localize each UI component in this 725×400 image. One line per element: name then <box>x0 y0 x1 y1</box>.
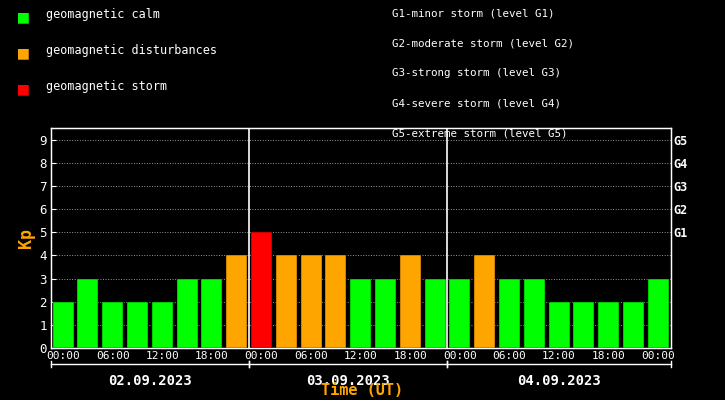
Text: 02.09.2023: 02.09.2023 <box>108 374 192 388</box>
Y-axis label: Kp: Kp <box>17 228 35 248</box>
Text: geomagnetic calm: geomagnetic calm <box>46 8 160 21</box>
Bar <box>326 255 347 348</box>
Bar <box>399 255 420 348</box>
Text: G2-moderate storm (level G2): G2-moderate storm (level G2) <box>392 38 573 48</box>
Bar <box>499 278 520 348</box>
Bar <box>573 302 594 348</box>
Text: G5-extreme storm (level G5): G5-extreme storm (level G5) <box>392 128 567 138</box>
Bar <box>127 302 148 348</box>
Bar <box>301 255 322 348</box>
Text: Time (UT): Time (UT) <box>321 383 404 398</box>
Text: ■: ■ <box>18 80 29 98</box>
Bar <box>549 302 570 348</box>
Bar <box>53 302 74 348</box>
Bar <box>102 302 123 348</box>
Bar <box>474 255 495 348</box>
Text: G3-strong storm (level G3): G3-strong storm (level G3) <box>392 68 560 78</box>
Bar <box>276 255 297 348</box>
Bar <box>78 278 99 348</box>
Bar <box>523 278 544 348</box>
Bar <box>375 278 396 348</box>
Text: ■: ■ <box>18 8 29 26</box>
Bar <box>350 278 371 348</box>
Bar <box>177 278 198 348</box>
Text: geomagnetic disturbances: geomagnetic disturbances <box>46 44 217 57</box>
Text: G4-severe storm (level G4): G4-severe storm (level G4) <box>392 98 560 108</box>
Bar <box>450 278 471 348</box>
Text: 04.09.2023: 04.09.2023 <box>517 374 601 388</box>
Text: G1-minor storm (level G1): G1-minor storm (level G1) <box>392 8 554 18</box>
Bar <box>226 255 247 348</box>
Text: geomagnetic storm: geomagnetic storm <box>46 80 167 93</box>
Bar <box>425 278 446 348</box>
Bar <box>251 232 272 348</box>
Bar <box>152 302 173 348</box>
Text: 03.09.2023: 03.09.2023 <box>307 374 390 388</box>
Bar <box>598 302 619 348</box>
Text: ■: ■ <box>18 44 29 62</box>
Bar <box>202 278 223 348</box>
Bar <box>623 302 644 348</box>
Bar <box>647 278 668 348</box>
